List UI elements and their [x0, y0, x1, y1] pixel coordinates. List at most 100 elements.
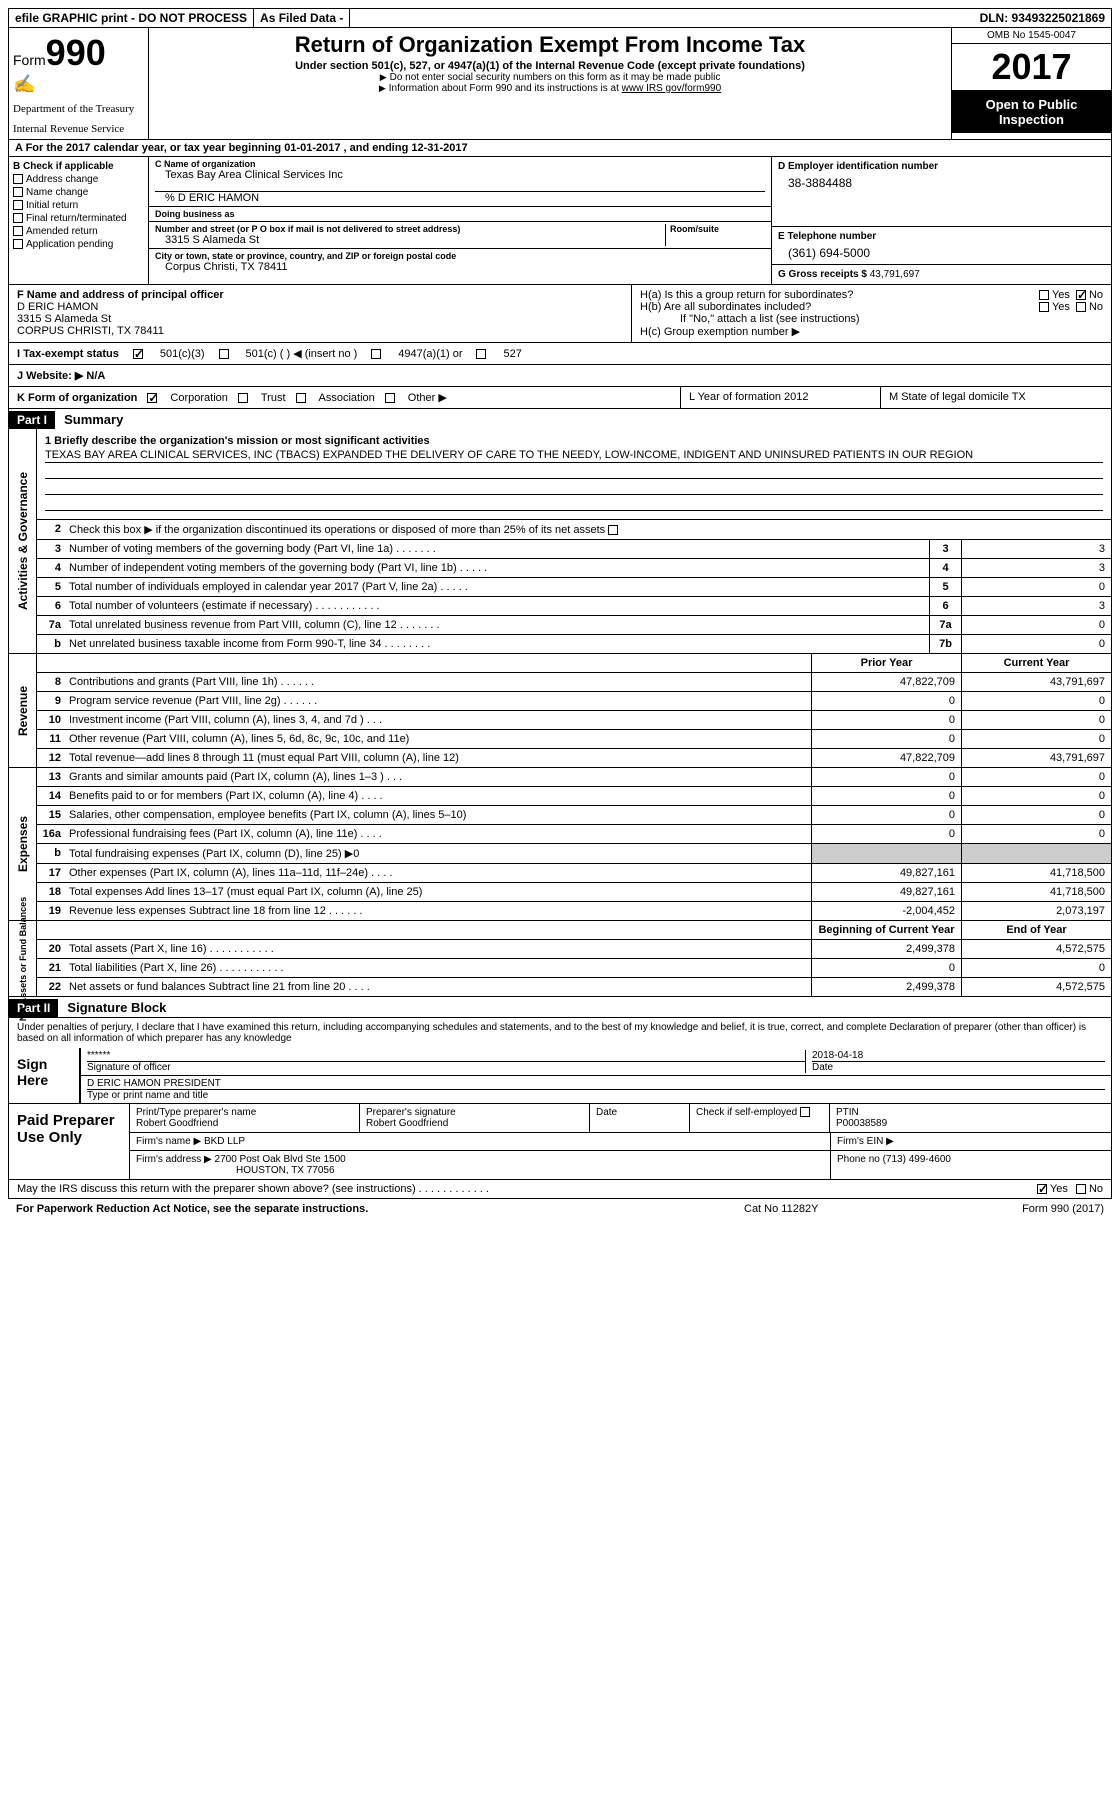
city-label: City or town, state or province, country…	[155, 251, 765, 261]
chk-501c[interactable]	[219, 349, 229, 359]
form-number: 990	[46, 32, 106, 73]
row-k-label: K Form of organization	[17, 392, 137, 404]
chk-discuss-yes[interactable]	[1037, 1184, 1047, 1194]
row-a-period: A For the 2017 calendar year, or tax yea…	[8, 140, 1112, 157]
date-label: Date	[812, 1061, 1105, 1073]
row-j-website: J Website: ▶ N/A	[8, 365, 1112, 387]
name-title-label: Type or print name and title	[87, 1089, 1105, 1101]
city-state-zip: Corpus Christi, TX 78411	[155, 261, 765, 273]
firm-addr2: HOUSTON, TX 77056	[136, 1165, 335, 1176]
officer-name: D ERIC HAMON	[17, 301, 623, 313]
firm-ein-label: Firm's EIN ▶	[831, 1133, 1111, 1150]
gross-label: G Gross receipts $	[778, 269, 867, 280]
form-word: Form	[13, 52, 46, 68]
mission-text: TEXAS BAY AREA CLINICAL SERVICES, INC (T…	[45, 449, 1103, 463]
part2-header: Part II	[9, 999, 58, 1017]
paid-preparer-label: Paid Preparer Use Only	[9, 1104, 129, 1179]
hb-label: H(b) Are all subordinates included?	[640, 301, 1039, 313]
vtab-net-assets: Net Assets or Fund Balances	[18, 896, 28, 1020]
chk-corp[interactable]	[147, 393, 157, 403]
prep-name-label: Print/Type preparer's name	[136, 1107, 353, 1118]
form-header: Form990 ✍ Department of the Treasury Int…	[8, 28, 1112, 140]
chk-assoc[interactable]	[296, 393, 306, 403]
care-of: % D ERIC HAMON	[155, 191, 765, 204]
chk-4947[interactable]	[371, 349, 381, 359]
chk-501c3[interactable]	[133, 349, 143, 359]
chk-amended[interactable]	[13, 226, 23, 236]
prep-name: Robert Goodfriend	[136, 1118, 353, 1129]
chk-hb-yes[interactable]	[1039, 302, 1049, 312]
ptin-value: P00038589	[836, 1118, 1105, 1129]
tel-value: (361) 694-5000	[778, 242, 1105, 260]
open-inspection: Open to Public Inspection	[952, 91, 1111, 133]
col-end: End of Year	[961, 921, 1111, 939]
chk-ha-yes[interactable]	[1039, 290, 1049, 300]
row-m-domicile: M State of legal domicile TX	[881, 387, 1111, 408]
perjury-declaration: Under penalties of perjury, I declare th…	[8, 1018, 1112, 1048]
chk-discuss-no[interactable]	[1076, 1184, 1086, 1194]
form-title: Return of Organization Exempt From Incom…	[157, 32, 943, 58]
form-subtitle: Under section 501(c), 527, or 4947(a)(1)…	[157, 60, 943, 72]
paperwork-notice: For Paperwork Reduction Act Notice, see …	[16, 1203, 744, 1215]
row-l-formation: L Year of formation 2012	[681, 387, 881, 408]
efile-label: efile GRAPHIC print - DO NOT PROCESS	[9, 9, 254, 27]
firm-addr1: 2700 Post Oak Blvd Ste 1500	[215, 1154, 346, 1165]
officer-printed-name: D ERIC HAMON PRESIDENT	[87, 1078, 1105, 1089]
col-prior: Prior Year	[811, 654, 961, 672]
cat-number: Cat No 11282Y	[744, 1203, 944, 1215]
note-info: Information about Form 990 and its instr…	[379, 83, 622, 94]
vtab-revenue: Revenue	[16, 685, 30, 735]
chk-final-return[interactable]	[13, 213, 23, 223]
row-i-label: I Tax-exempt status	[17, 348, 119, 360]
officer-addr2: CORPUS CHRISTI, TX 78411	[17, 325, 623, 337]
chk-initial-return[interactable]	[13, 200, 23, 210]
street-address: 3315 S Alameda St	[155, 234, 665, 246]
sign-here-label: Sign Here	[9, 1048, 79, 1103]
dln-label: DLN: 93493225021869	[974, 9, 1111, 27]
firm-name: BKD LLP	[204, 1136, 245, 1147]
chk-name-change[interactable]	[13, 187, 23, 197]
chk-pending[interactable]	[13, 239, 23, 249]
irs-link[interactable]: www IRS gov/form990	[622, 83, 721, 94]
hb-note: If "No," attach a list (see instructions…	[640, 313, 1103, 325]
chk-line2[interactable]	[608, 525, 618, 535]
omb-number: OMB No 1545-0047	[952, 28, 1111, 44]
chk-self-employed[interactable]	[800, 1107, 810, 1117]
part1-title: Summary	[64, 412, 123, 427]
dba-label: Doing business as	[155, 209, 765, 219]
chk-hb-no[interactable]	[1076, 302, 1086, 312]
asfiled-label: As Filed Data -	[254, 9, 350, 27]
gross-value: 43,791,697	[870, 269, 920, 280]
tel-label: E Telephone number	[778, 231, 1105, 242]
part1-header: Part I	[9, 411, 55, 429]
firm-phone: Phone no (713) 499-4600	[831, 1151, 1111, 1179]
discuss-question: May the IRS discuss this return with the…	[17, 1183, 1037, 1195]
officer-label: F Name and address of principal officer	[17, 289, 623, 301]
ha-label: H(a) Is this a group return for subordin…	[640, 289, 1039, 301]
chk-ha-no[interactable]	[1076, 290, 1086, 300]
room-label: Room/suite	[670, 224, 765, 234]
note-ssn: Do not enter social security numbers on …	[157, 72, 943, 83]
prep-sig: Robert Goodfriend	[366, 1118, 583, 1129]
ptin-label: PTIN	[836, 1107, 1105, 1118]
line1-label: 1 Briefly describe the organization's mi…	[45, 435, 1103, 447]
chk-address-change[interactable]	[13, 174, 23, 184]
chk-other[interactable]	[385, 393, 395, 403]
sig-officer-label: Signature of officer	[87, 1061, 805, 1073]
dept-treasury: Department of the Treasury	[13, 103, 144, 115]
dept-irs: Internal Revenue Service	[13, 123, 144, 135]
top-bar: efile GRAPHIC print - DO NOT PROCESS As …	[8, 8, 1112, 28]
firm-addr-label: Firm's address ▶	[136, 1154, 212, 1165]
chk-527[interactable]	[476, 349, 486, 359]
ein-value: 38-3884488	[778, 172, 1105, 190]
form-footer: Form 990 (2017)	[944, 1203, 1104, 1215]
org-name: Texas Bay Area Clinical Services Inc	[155, 169, 765, 181]
chk-trust[interactable]	[238, 393, 248, 403]
tax-year: 2017	[952, 44, 1111, 91]
officer-addr1: 3315 S Alameda St	[17, 313, 623, 325]
prep-date-label: Date	[596, 1107, 683, 1118]
part2-title: Signature Block	[67, 1000, 166, 1015]
col-b-header: B Check if applicable	[13, 161, 144, 172]
col-begin: Beginning of Current Year	[811, 921, 961, 939]
ein-label: D Employer identification number	[778, 161, 1105, 172]
